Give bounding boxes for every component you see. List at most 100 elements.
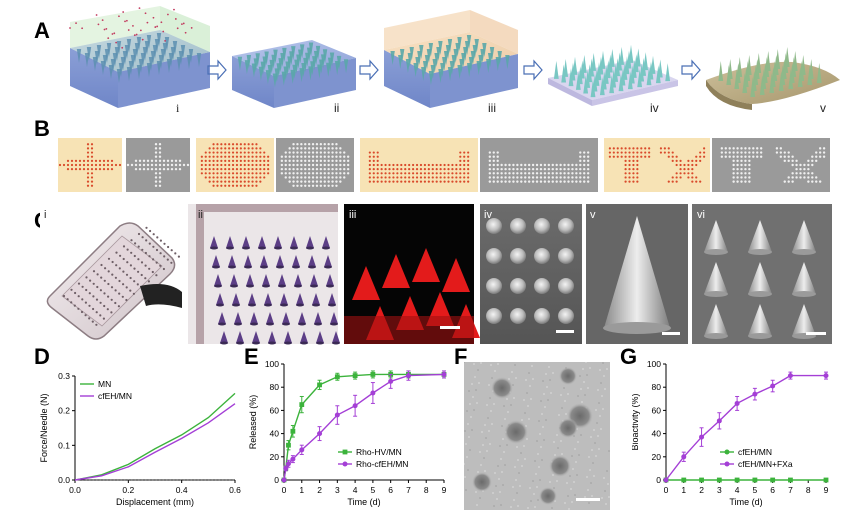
data-point <box>788 477 793 483</box>
x-tick-label: 0.0 <box>69 485 81 495</box>
panel-label-g: G <box>620 344 638 369</box>
x-tick-label: 3 <box>335 485 340 495</box>
y-tick-label: 0.1 <box>58 440 70 450</box>
y-axis-label: Bioactivity (%) <box>632 393 640 450</box>
y-tick-label: 100 <box>265 359 279 369</box>
y-axis-label: Force/Needle (N) <box>39 393 49 462</box>
legend-label: cfEH/MN <box>98 391 132 401</box>
data-point <box>299 402 305 407</box>
x-tick-label: 0.2 <box>122 485 134 495</box>
step-label-ii: ii <box>334 101 339 115</box>
x-tick-label: 9 <box>442 485 447 495</box>
x-tick-label: 1 <box>681 485 686 495</box>
pattern-array-row <box>58 138 830 192</box>
data-point <box>770 383 776 389</box>
x-tick-label: 0.4 <box>176 485 188 495</box>
y-tick-label: 80 <box>652 382 662 392</box>
step-label-iv: iv <box>650 101 659 115</box>
data-point <box>699 477 704 483</box>
step-label-i: i <box>176 101 180 115</box>
sem-single-needle <box>586 204 688 344</box>
sublabel-c-i: i <box>44 209 46 221</box>
data-point <box>352 373 358 378</box>
data-point <box>290 428 296 434</box>
sublabel-c-iv: iv <box>484 209 492 221</box>
x-tick-label: 2 <box>699 485 704 495</box>
x-tick-label: 6 <box>388 485 393 495</box>
data-point <box>681 454 687 460</box>
step-arrow <box>207 59 227 81</box>
x-tick-label: 0.6 <box>229 485 241 495</box>
y-tick-label: 0.2 <box>58 406 70 416</box>
data-point <box>370 372 376 377</box>
data-point <box>334 374 340 380</box>
x-tick-label: 1 <box>299 485 304 495</box>
series-line-1 <box>74 403 236 481</box>
y-tick-label: 60 <box>652 405 662 415</box>
tem-nanoparticles <box>464 362 610 510</box>
scale-bar <box>556 330 574 333</box>
y-tick-label: 20 <box>270 452 280 462</box>
y-tick-label: 60 <box>270 405 280 415</box>
x-tick-label: 4 <box>735 485 740 495</box>
data-point <box>283 465 289 471</box>
photo-patch-handheld <box>40 204 182 344</box>
data-point <box>823 477 829 483</box>
fluorescence-image-needles <box>344 204 480 344</box>
data-point <box>663 477 669 483</box>
data-point <box>699 434 705 440</box>
data-point <box>770 477 776 483</box>
y-tick-label: 0.0 <box>58 475 70 485</box>
step-label-iii: iii <box>488 101 496 115</box>
x-tick-label: 9 <box>824 485 829 495</box>
legend-label: cfEH/MN+FXa <box>738 459 793 469</box>
scale-bar <box>662 332 680 335</box>
data-point <box>370 390 376 396</box>
y-tick-label: 80 <box>270 382 280 392</box>
sem-top-view <box>480 204 582 344</box>
panel-label-a: A <box>34 18 50 43</box>
x-tick-label: 2 <box>317 485 322 495</box>
y-tick-label: 100 <box>647 359 661 369</box>
x-tick-label: 6 <box>770 485 775 495</box>
microneedle-images-row: i ii iii iv v vi <box>40 204 832 345</box>
data-point <box>681 477 687 483</box>
legend-label: cfEH/MN <box>738 447 772 457</box>
data-point <box>352 403 358 409</box>
x-tick-label: 0 <box>664 485 669 495</box>
data-point <box>752 391 758 397</box>
x-tick-label: 0 <box>282 485 287 495</box>
y-tick-label: 0 <box>274 475 279 485</box>
chart-bioactivity: 0 1 2 3 4 5 6 7 8 9 0 20 40 60 80 100 Time (d) Bioactivit… <box>632 359 829 507</box>
y-axis-label: Released (%) <box>248 395 258 450</box>
sublabel-c-vi: vi <box>697 209 705 221</box>
y-tick-label: 0.3 <box>58 371 70 381</box>
x-tick-label: 5 <box>753 485 758 495</box>
y-tick-label: 40 <box>270 429 280 439</box>
data-point <box>334 412 340 418</box>
photo-needle-array-closeup <box>188 204 340 345</box>
data-point <box>290 456 296 462</box>
sublabel-c-v: v <box>590 209 596 221</box>
legend-marker <box>724 449 730 455</box>
legend-marker <box>724 461 730 467</box>
data-point <box>734 477 740 483</box>
data-point <box>734 400 740 406</box>
legend-marker <box>342 461 348 467</box>
data-point <box>405 373 411 379</box>
data-point <box>716 477 722 483</box>
step-label-v: v <box>820 101 826 115</box>
step-arrow <box>359 59 379 81</box>
data-point <box>752 477 758 483</box>
legend-label: Rho-HV/MN <box>356 447 402 457</box>
x-axis-label: Time (d) <box>729 497 762 507</box>
step-arrow <box>681 59 701 81</box>
data-point <box>441 371 447 377</box>
sublabel-c-iii: iii <box>349 209 356 221</box>
scale-bar <box>806 332 826 335</box>
data-point <box>285 461 291 467</box>
data-point <box>317 382 322 388</box>
scale-bar <box>576 498 600 501</box>
data-point <box>286 442 291 448</box>
step-arrow <box>523 59 543 81</box>
